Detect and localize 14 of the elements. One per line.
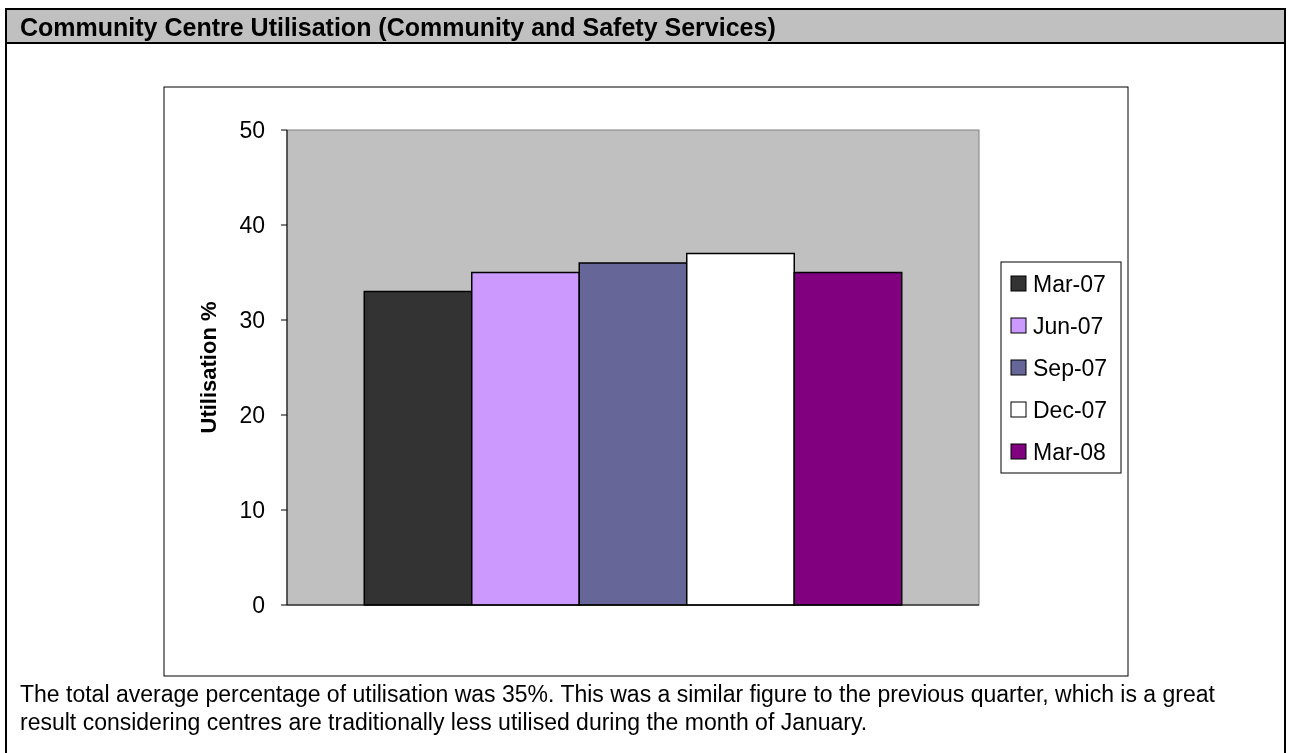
- text: The total average percentage of utilisation was 35%. This was a similar figure to the previous quarter, which is a great result considering centres are traditionally less utilised during the month of January.: [20, 681, 1216, 735]
- legend-label: Mar-07: [1033, 271, 1106, 298]
- y-tick-label: 50: [239, 117, 265, 144]
- y-tick-label: 30: [239, 307, 265, 334]
- legend-label: Sep-07: [1033, 355, 1108, 382]
- chart-title: Community Centre Utilisation (Community and Safety Services): [20, 13, 776, 41]
- legend-label: Jun-07: [1033, 313, 1104, 340]
- y-tick-label: 20: [239, 402, 265, 429]
- y-tick-label: 40: [239, 212, 265, 239]
- legend-label: Mar-08: [1033, 439, 1106, 466]
- y-tick-label: 0: [252, 592, 265, 619]
- y-tick-label: 10: [239, 497, 265, 524]
- legend-label: Dec-07: [1033, 397, 1108, 424]
- y-axis-title: Utilisation %: [196, 301, 221, 434]
